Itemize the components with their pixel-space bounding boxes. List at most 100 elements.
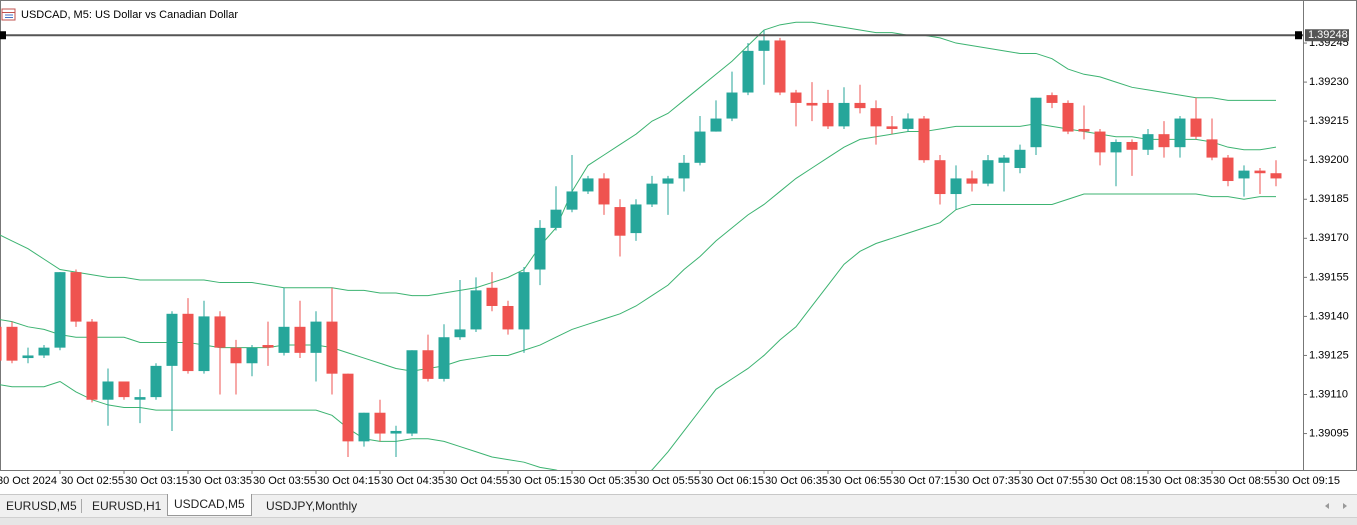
candle-body (502, 305, 514, 330)
title-icon (1, 8, 16, 21)
tab[interactable]: EURUSD,H1 (92, 499, 162, 513)
candle-body (358, 412, 370, 442)
x-tick-label: 30 Oct 08:55 (1213, 475, 1276, 487)
candle-body (1158, 134, 1170, 148)
candle-body (886, 126, 898, 129)
y-tick-label: 1.39230 (1309, 76, 1349, 88)
y-tick-label: 1.39155 (1309, 271, 1349, 283)
candle-body (998, 157, 1010, 163)
candle-body (1062, 102, 1074, 132)
candle-body (438, 337, 450, 379)
x-tick-label: 30 Oct 05:15 (509, 475, 572, 487)
candle-body (230, 347, 242, 364)
candle-body (22, 355, 34, 359)
chart: USDCAD, M5: US Dollar vs Canadian Dollar… (0, 0, 1357, 487)
candle-body (870, 108, 882, 127)
candle-body (214, 316, 226, 348)
x-tick-label: 30 Oct 04:35 (381, 475, 444, 487)
candle-body (550, 209, 562, 228)
candle-body (1094, 131, 1106, 153)
y-tick-label: 1.39095 (1309, 427, 1349, 439)
x-tick-label: 30 Oct 03:35 (189, 475, 252, 487)
candle-body (1174, 118, 1186, 148)
candle-body (1110, 141, 1122, 153)
candle-body (1238, 170, 1250, 179)
candle-body (774, 40, 786, 93)
candle-body (326, 321, 338, 374)
candle-body (1142, 134, 1154, 150)
tab[interactable]: USDJPY,Monthly (266, 499, 358, 513)
price-label-box (1305, 29, 1349, 42)
candle-body (134, 397, 146, 400)
scroll-left[interactable] (1325, 503, 1329, 509)
candle-body (710, 118, 722, 132)
candle-body (1206, 139, 1218, 158)
candle-body (1014, 149, 1026, 169)
candle-body (1030, 97, 1042, 148)
x-tick-label: 30 Oct 05:35 (573, 475, 636, 487)
candle-body (726, 92, 738, 119)
candle-body (278, 326, 290, 353)
candle-body (1222, 157, 1234, 182)
candle-body (6, 326, 18, 361)
y-tick-label: 1.39125 (1309, 349, 1349, 361)
x-tick-label: 30 Oct 2024 (0, 475, 57, 487)
candle-body (1126, 141, 1138, 150)
candle-body (486, 287, 498, 306)
tab-separator (81, 499, 82, 513)
candle-body (294, 326, 306, 353)
candle-body (678, 162, 690, 179)
tab[interactable]: EURUSD,M5 (6, 499, 77, 513)
candle-body (918, 118, 930, 161)
candle-body (534, 227, 546, 270)
x-tick-label: 30 Oct 09:15 (1277, 475, 1340, 487)
x-tick-label: 30 Oct 03:55 (253, 475, 316, 487)
active-tab[interactable]: USDCAD,M5 (167, 494, 252, 516)
candle-body (246, 347, 258, 364)
x-tick-label: 30 Oct 06:35 (765, 475, 828, 487)
chart-frame (0, 0, 1357, 471)
candle-body (582, 178, 594, 192)
candle-body (150, 365, 162, 398)
x-tick-label: 30 Oct 08:15 (1085, 475, 1148, 487)
candle-body (262, 345, 274, 348)
candle-body (694, 131, 706, 163)
y-tick-label: 1.39200 (1309, 154, 1349, 166)
candle-body (1190, 118, 1202, 137)
x-tick-label: 30 Oct 05:55 (637, 475, 700, 487)
line-handle (0, 31, 6, 40)
candle-body (70, 272, 82, 322)
x-tick-label: 30 Oct 07:55 (1021, 475, 1084, 487)
candle-body (1254, 170, 1266, 174)
candle-body (742, 50, 754, 93)
x-tick-label: 30 Oct 07:35 (957, 475, 1020, 487)
candle-body (310, 321, 322, 353)
candle-body (182, 313, 194, 372)
candle-body (198, 316, 210, 372)
candle-body (934, 160, 946, 195)
candle-body (1046, 95, 1058, 103)
candle-body (518, 272, 530, 330)
candle-body (758, 40, 770, 51)
candle-body (54, 272, 66, 348)
candle-body (390, 430, 402, 434)
candle-body (614, 207, 626, 236)
status-strip (0, 517, 1357, 525)
y-tick-label: 1.39215 (1309, 115, 1349, 127)
candle-body (102, 381, 114, 400)
candle-body (1270, 173, 1282, 179)
candle-body (86, 321, 98, 400)
y-tick-label: 1.39185 (1309, 193, 1349, 205)
candle-body (982, 160, 994, 184)
price-label: 1.39248 (1308, 29, 1348, 41)
x-tick-label: 30 Oct 08:35 (1149, 475, 1212, 487)
scroll-right[interactable] (1343, 503, 1347, 509)
candle-body (966, 178, 978, 184)
candle-body (342, 373, 354, 442)
candle-body (822, 102, 834, 127)
candle-body (454, 329, 466, 338)
candle-body (646, 183, 658, 205)
candle-body (1078, 128, 1090, 132)
plot-area (0, 21, 1303, 470)
